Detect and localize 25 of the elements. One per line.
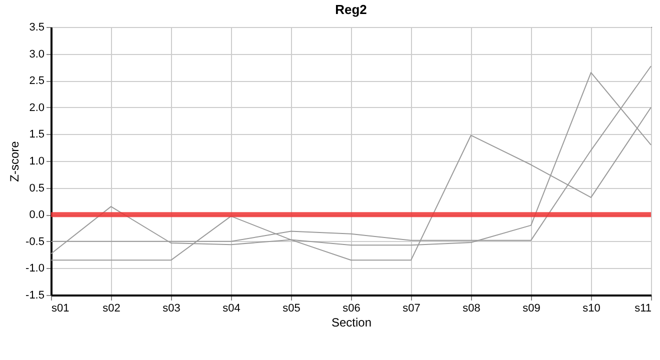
y-tick-label: -1.0 — [26, 262, 44, 275]
x-axis-title: Section — [331, 316, 372, 330]
y-tick-label: 0.5 — [29, 182, 44, 194]
x-tick-label: s02 — [102, 302, 120, 314]
x-tick-label: s09 — [522, 302, 540, 314]
y-tick-label: 3.5 — [29, 22, 44, 34]
y-axis-title: Z-score — [8, 140, 22, 182]
x-tick-label: s11 — [634, 302, 652, 314]
x-tick-label: s04 — [222, 302, 240, 314]
y-tick-label: 3.0 — [29, 48, 44, 60]
y-tick-label: 2.0 — [29, 102, 44, 114]
x-tick-label: s08 — [462, 302, 480, 314]
y-tick-label: -0.5 — [26, 236, 44, 248]
x-tick-label: s10 — [582, 302, 600, 314]
y-tick-label: 2.5 — [29, 75, 44, 88]
chart-title: Reg2 — [335, 2, 367, 17]
x-tick-label: s05 — [282, 302, 300, 314]
x-tick-label: s06 — [342, 302, 360, 314]
y-tick-label: 1.5 — [29, 128, 44, 141]
y-tick-label: 1.0 — [29, 156, 44, 168]
y-tick-label: -1.5 — [26, 290, 44, 302]
x-tick-label: s01 — [52, 302, 70, 314]
y-tick-label: 0.0 — [29, 209, 44, 222]
x-tick-label: s03 — [162, 302, 180, 314]
x-tick-label: s07 — [402, 302, 420, 314]
